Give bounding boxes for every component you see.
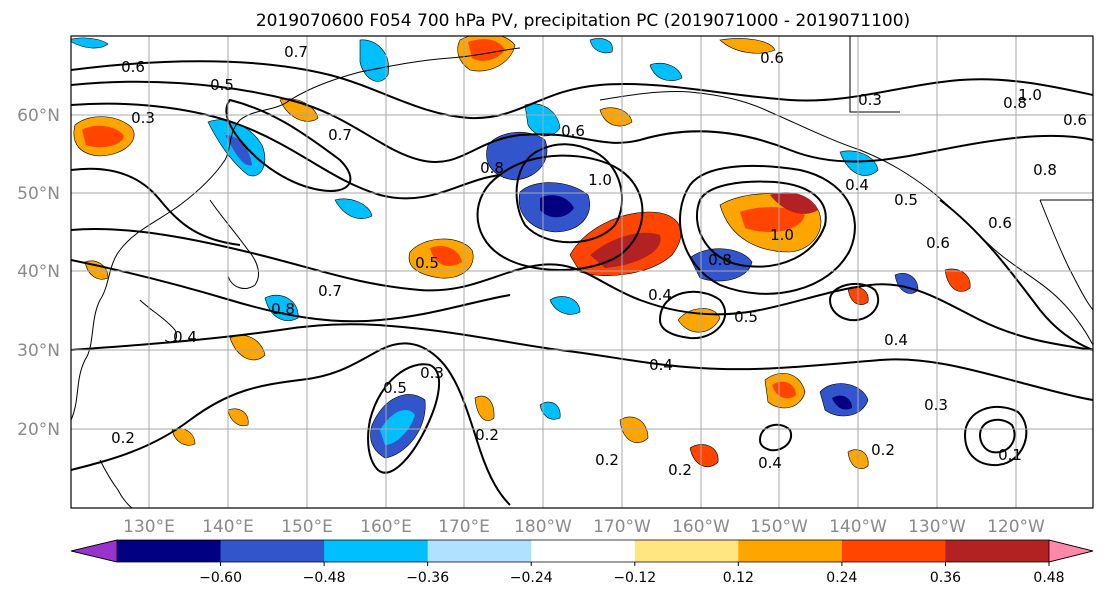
lon-label: 150°E <box>281 517 333 537</box>
colorbar-tick-label: 0.12 <box>723 570 754 586</box>
contour-label: 0.5 <box>734 308 758 326</box>
contour-label: 0.8 <box>480 159 504 177</box>
contour-label: 0.5 <box>210 76 234 94</box>
contour-label: 0.7 <box>284 43 308 61</box>
longitude-labels: 130°E 140°E 150°E 160°E 170°E 180°W 170°… <box>123 517 1045 537</box>
colorbar-frame <box>70 539 1094 563</box>
lat-label: 50°N <box>17 184 60 204</box>
lon-label: 170°E <box>438 517 490 537</box>
contour-label: 0.6 <box>1063 111 1087 129</box>
contour-labels: 0.6 0.7 0.6 0.5 0.3 0.4 0.3 0.6 0.7 0.8 … <box>111 43 1087 479</box>
contour-label: 0.3 <box>924 396 948 414</box>
contour-label: 0.4 <box>884 331 908 349</box>
colorbar-swatch <box>738 540 843 562</box>
contour-label: 0.4 <box>173 328 197 346</box>
contour-label: 0.3 <box>858 91 882 109</box>
contour-label: 0.6 <box>760 49 784 67</box>
contour-label: 0.6 <box>926 234 950 252</box>
colorbar-tick-label: −0.60 <box>199 570 242 586</box>
colorbar-extend-low <box>70 539 118 563</box>
colorbar-tick-label: 0.24 <box>826 570 857 586</box>
lat-label: 30°N <box>17 341 60 361</box>
coastlines <box>71 36 1093 508</box>
lon-label: 170°W <box>593 517 651 537</box>
contour-label: 0.6 <box>988 214 1012 232</box>
lon-label: 130°W <box>908 517 966 537</box>
plot-title: 2019070600 F054 700 hPa PV, precipitatio… <box>256 11 910 31</box>
colorbar-tick-label: −0.36 <box>406 570 449 586</box>
contour-label: 0.8 <box>1033 161 1057 179</box>
contour-label: 0.3 <box>131 109 155 127</box>
contour-label: 0.5 <box>894 191 918 209</box>
colorbar-tick-label: 0.48 <box>1033 570 1064 586</box>
colorbar: −0.60 −0.48 −0.36 −0.24 −0.12 0.12 0.24 0.36 0.4… <box>70 539 1094 586</box>
lon-label: 150°W <box>750 517 808 537</box>
colorbar-extend-high <box>1048 539 1094 563</box>
contour-label: 0.6 <box>121 58 145 76</box>
precipitation-shading <box>71 36 971 469</box>
lon-label: 130°E <box>123 517 175 537</box>
contour-label: 0.4 <box>758 454 782 472</box>
contour-label: 0.7 <box>318 282 342 300</box>
contour-label: 0.2 <box>595 451 619 469</box>
contour-label: 0.4 <box>648 286 672 304</box>
map-panel: 0.6 0.7 0.6 0.5 0.3 0.4 0.3 0.6 0.7 0.8 … <box>70 35 1094 509</box>
lon-label: 120°W <box>987 517 1045 537</box>
map-frame <box>70 35 1094 509</box>
lat-label: 60°N <box>17 106 60 126</box>
lon-label: 180°W <box>514 517 572 537</box>
contour-label: 0.2 <box>475 426 499 444</box>
contour-label: 0.2 <box>871 441 895 459</box>
colorbar-swatch <box>117 540 222 562</box>
contour-label: 0.4 <box>649 356 673 374</box>
lon-label: 160°W <box>672 517 730 537</box>
contour-label: 0.5 <box>415 254 439 272</box>
contour-label: 0.8 <box>708 251 732 269</box>
lon-label: 140°W <box>829 517 887 537</box>
colorbar-tick-label: −0.12 <box>613 570 656 586</box>
contour-label: 0.4 <box>845 176 869 194</box>
contour-label: 0.2 <box>111 429 135 447</box>
lon-label: 140°E <box>202 517 254 537</box>
contour-label: 0.2 <box>668 461 692 479</box>
colorbar-tick-label: −0.48 <box>303 570 346 586</box>
contour-label: 0.6 <box>561 122 585 140</box>
contour-label: 0.8 <box>271 300 295 318</box>
colorbar-swatch <box>324 540 429 562</box>
colorbar-swatch <box>220 540 325 562</box>
colorbar-swatch <box>427 540 532 562</box>
contour-label: 0.7 <box>328 126 352 144</box>
contour-label: 0.5 <box>383 379 407 397</box>
colorbar-swatch <box>945 540 1050 562</box>
lat-label: 20°N <box>17 420 60 440</box>
lon-label: 160°E <box>360 517 412 537</box>
colorbar-swatch <box>634 540 739 562</box>
contour-label: 0.3 <box>420 364 444 382</box>
colorbar-swatch <box>531 540 636 562</box>
contour-label: 0.1 <box>998 446 1022 464</box>
colorbar-tick-label: 0.36 <box>930 570 961 586</box>
gridlines <box>71 36 1093 508</box>
contour-label: 1.0 <box>588 171 612 189</box>
latitude-labels: 60°N 50°N 40°N 30°N 20°N <box>17 106 60 440</box>
contour-label: 0.8 <box>1003 94 1027 112</box>
contour-label: 1.0 <box>770 226 794 244</box>
colorbar-tick-label: −0.24 <box>510 570 553 586</box>
colorbar-swatch <box>841 540 946 562</box>
contour-label: 1.0 <box>1018 86 1042 104</box>
lat-label: 40°N <box>17 262 60 282</box>
